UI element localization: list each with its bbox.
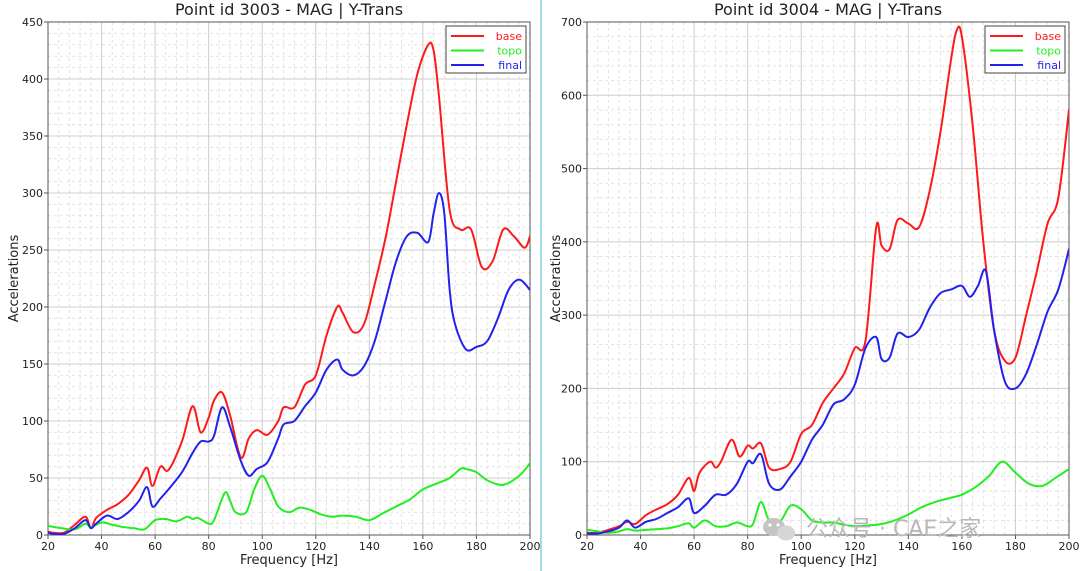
x-tick-label: 140 (898, 540, 919, 553)
y-tick-label: 300 (22, 187, 43, 200)
y-tick-label: 300 (561, 309, 582, 322)
x-tick-label: 100 (252, 540, 273, 553)
y-tick-label: 50 (29, 472, 43, 485)
x-tick-label: 40 (95, 540, 109, 553)
plot-frame (47, 21, 531, 536)
x-tick-label: 180 (466, 540, 487, 553)
legend-label-final: final (498, 59, 522, 72)
x-tick-label: 20 (580, 540, 594, 553)
x-tick-label: 160 (412, 540, 433, 553)
y-tick-label: 100 (22, 415, 43, 428)
chart-3003: Point id 3003 - MAG | Y-Trans 20 40 60 80 100… (7, 0, 541, 568)
x-tick-label: 140 (359, 540, 380, 553)
series-group (587, 25, 1069, 535)
legend-label-topo: topo (497, 45, 522, 58)
y-axis-label: Accelerations (549, 235, 564, 323)
x-tick-label: 160 (951, 540, 972, 553)
y-axis-label: Accelerations (7, 235, 22, 323)
series-line-final (48, 192, 530, 535)
y-tick-label: 600 (561, 89, 582, 102)
chart-panel-right: Point id 3004 - MAG | Y-Trans 20 40 60 80 100… (542, 0, 1080, 571)
y-tick-label: 400 (561, 236, 582, 249)
x-tick-label: 120 (305, 540, 326, 553)
y-tick-label: 500 (561, 163, 582, 176)
watermark-text: 公众号 · CAE之家 (806, 517, 981, 542)
x-tick-label: 200 (1059, 540, 1080, 553)
x-tick-label: 200 (520, 540, 541, 553)
wechat-icon (763, 518, 795, 541)
series-line-topo (48, 462, 530, 531)
y-tick-label: 200 (561, 382, 582, 395)
x-tick-label: 100 (791, 540, 812, 553)
y-tick-label: 0 (575, 529, 582, 542)
y-tick-label: 700 (561, 16, 582, 29)
x-tick-label: 60 (687, 540, 701, 553)
x-tick-label: 20 (41, 540, 55, 553)
chart-title: Point id 3003 - MAG | Y-Trans (175, 0, 403, 19)
x-tick-label: 80 (202, 540, 216, 553)
series-line-base (48, 41, 530, 535)
x-tick-label: 80 (741, 540, 755, 553)
plot-frame (586, 21, 1070, 536)
series-line-topo (587, 460, 1069, 534)
y-tick-label: 450 (22, 16, 43, 29)
series-line-final (587, 248, 1069, 535)
x-tick-label: 40 (634, 540, 648, 553)
x-tick-label: 180 (1005, 540, 1026, 553)
legend-label-base: base (496, 30, 522, 43)
legend-label-final: final (1037, 59, 1061, 72)
y-tick-label: 100 (561, 456, 582, 469)
chart-3004: Point id 3004 - MAG | Y-Trans 20 40 60 80 100… (549, 0, 1080, 568)
legend-label-base: base (1035, 30, 1061, 43)
panel-divider (540, 0, 542, 571)
y-tick-label: 150 (22, 358, 43, 371)
x-axis-label: Frequency [Hz] (779, 553, 877, 568)
x-tick-label: 60 (148, 540, 162, 553)
x-axis-label: Frequency [Hz] (240, 553, 338, 568)
x-tick-label: 120 (844, 540, 865, 553)
y-tick-label: 0 (36, 529, 43, 542)
chart-panel-left: Point id 3003 - MAG | Y-Trans 20 40 60 80 100… (7, 0, 541, 568)
chart-title: Point id 3004 - MAG | Y-Trans (714, 0, 942, 19)
legend-label-topo: topo (1036, 45, 1061, 58)
y-tick-label: 350 (22, 130, 43, 143)
series-group (48, 41, 530, 535)
y-tick-label: 400 (22, 73, 43, 86)
y-tick-label: 200 (22, 301, 43, 314)
watermark: 公众号 · CAE之家 (763, 517, 981, 542)
y-tick-label: 250 (22, 244, 43, 257)
series-line-base (587, 25, 1069, 535)
